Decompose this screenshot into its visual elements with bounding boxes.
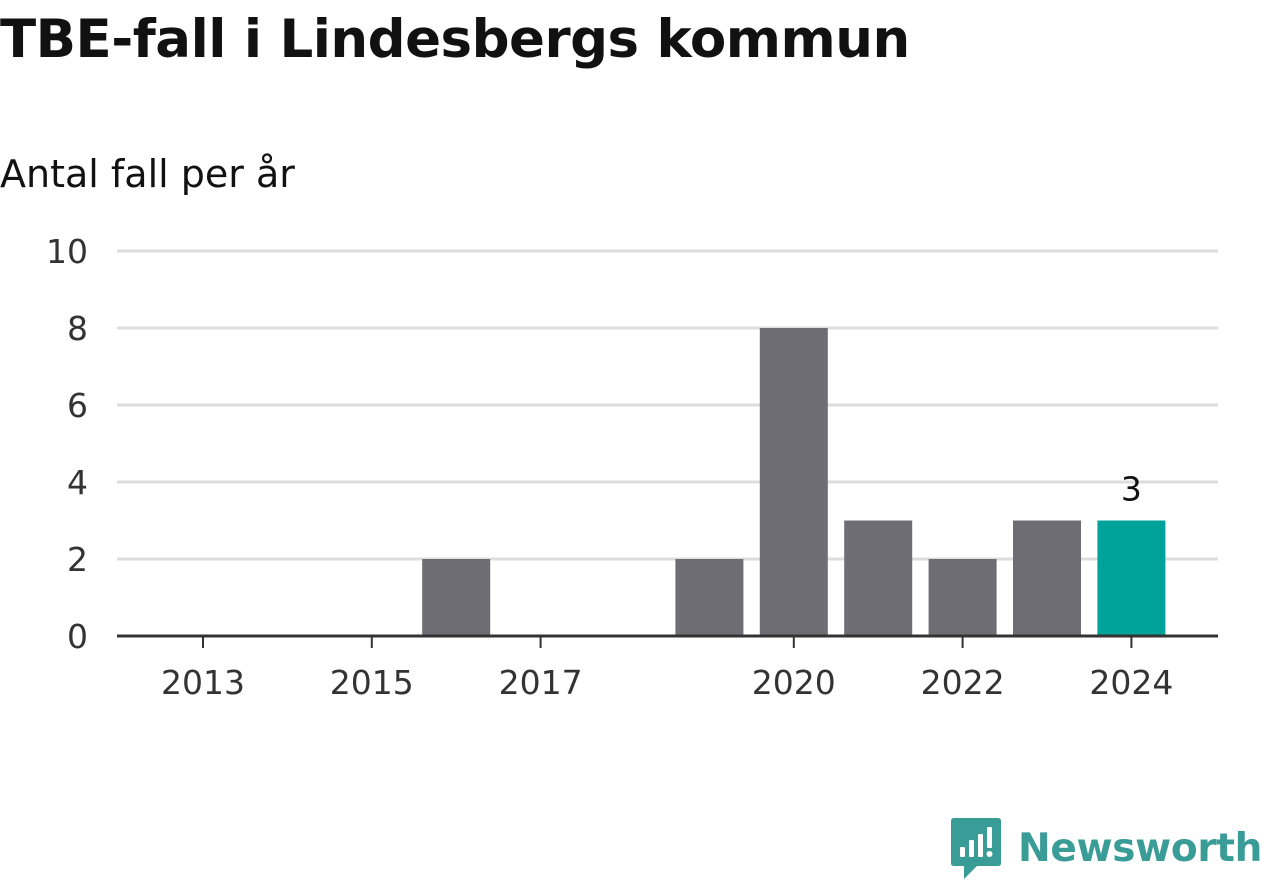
y-tick-label: 2 bbox=[67, 540, 88, 579]
newsworthy-logo-icon bbox=[951, 818, 1001, 879]
x-tick-label: 2017 bbox=[499, 663, 583, 702]
x-tick-label: 2024 bbox=[1089, 663, 1173, 702]
x-tick-label: 2015 bbox=[330, 663, 414, 702]
x-tick-label: 2013 bbox=[161, 663, 245, 702]
gridlines bbox=[117, 249, 1218, 561]
y-tick-label: 10 bbox=[46, 232, 88, 271]
page-title: TBE-fall i Lindesbergs kommun bbox=[0, 9, 910, 70]
axes: 0 2 4 6 8 10 2013 2015 2017 2020 2022 2024 bbox=[46, 232, 1218, 702]
bar-2016 bbox=[422, 559, 491, 636]
brand-name: Newsworthy bbox=[1018, 826, 1262, 871]
branding: Newsworthy bbox=[951, 818, 1262, 880]
bar-2020 bbox=[759, 328, 828, 636]
y-tick-label: 6 bbox=[67, 386, 88, 425]
chart-subtitle: Antal fall per år bbox=[0, 152, 295, 196]
x-tick-label: 2020 bbox=[752, 663, 836, 702]
bar-2023 bbox=[1013, 520, 1081, 636]
y-tick-label: 0 bbox=[67, 617, 88, 656]
y-tick-label: 8 bbox=[67, 309, 88, 348]
data-label-2024: 3 bbox=[1121, 470, 1142, 509]
bar-2019 bbox=[675, 559, 744, 636]
data-labels: 3 bbox=[1121, 470, 1142, 509]
bars bbox=[422, 328, 1166, 636]
bar-2021 bbox=[844, 520, 913, 636]
x-tick-label: 2022 bbox=[921, 663, 1005, 702]
bar-2022 bbox=[928, 559, 997, 636]
bar-2024 bbox=[1097, 520, 1166, 636]
y-tick-label: 4 bbox=[67, 463, 88, 502]
